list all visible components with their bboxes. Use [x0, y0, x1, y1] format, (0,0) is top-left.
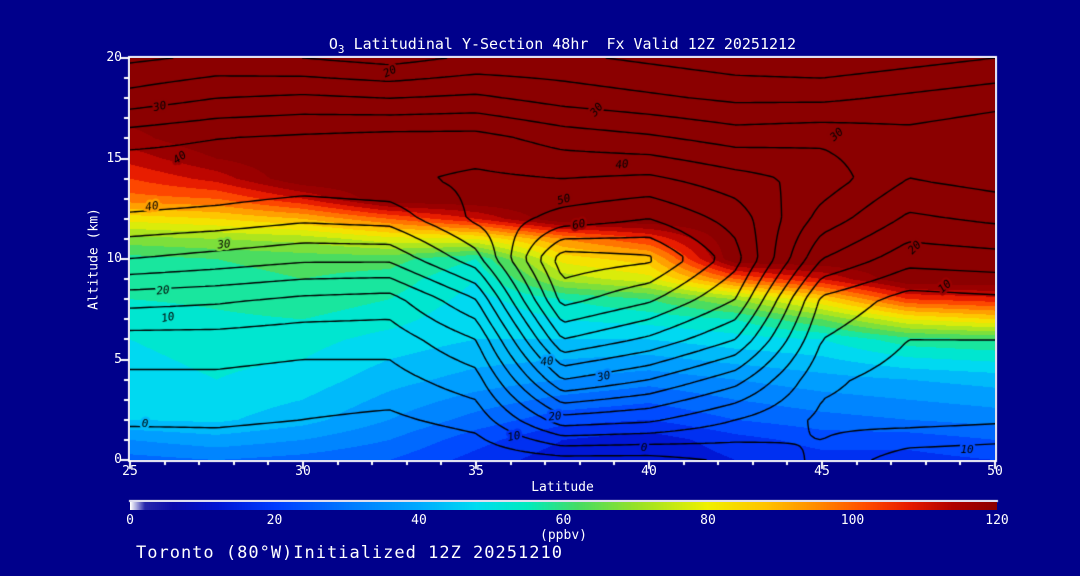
colorbar-tick-label: 0 — [126, 513, 134, 528]
colorbar-tick-label: 80 — [700, 513, 716, 528]
chart-title: O3 Latitudinal Y-Section 48hr Fx Valid 1… — [130, 35, 995, 56]
x-axis-tick-label: 35 — [468, 464, 484, 479]
x-axis-label: Latitude — [531, 480, 594, 495]
y-axis-tick-label: 20 — [106, 50, 122, 65]
y-axis-tick-label: 10 — [106, 251, 122, 266]
title-species-subscript: 3 — [337, 43, 345, 56]
colorbar-tick-label: 120 — [985, 513, 1009, 528]
colorbar-tick-label: 100 — [840, 513, 865, 528]
contour-plot — [130, 58, 995, 460]
y-axis-tick-label: 0 — [114, 452, 122, 467]
colorbar-tick-label: 60 — [555, 513, 572, 528]
y-axis-tick-label: 5 — [114, 351, 122, 367]
colorbar-tick-label: 40 — [411, 513, 427, 528]
x-axis-tick-label: 50 — [987, 464, 1003, 479]
x-axis-tick-label: 40 — [641, 464, 657, 479]
colorbar-unit-label: (ppbv) — [540, 528, 587, 543]
colorbar-tick-label: 20 — [266, 513, 283, 528]
x-axis-tick-label: 30 — [295, 464, 311, 479]
title-text: Latitudinal Y-Section 48hr Fx Valid 12Z … — [344, 35, 797, 53]
x-axis-tick-label: 25 — [122, 464, 138, 479]
init-annotation: Toronto (80°W)Initialized 12Z 20251210 — [136, 543, 563, 563]
y-axis-tick-label: 15 — [106, 150, 122, 166]
title-species: O — [328, 35, 338, 53]
x-axis-tick-label: 45 — [814, 464, 830, 479]
colorbar — [130, 502, 997, 510]
